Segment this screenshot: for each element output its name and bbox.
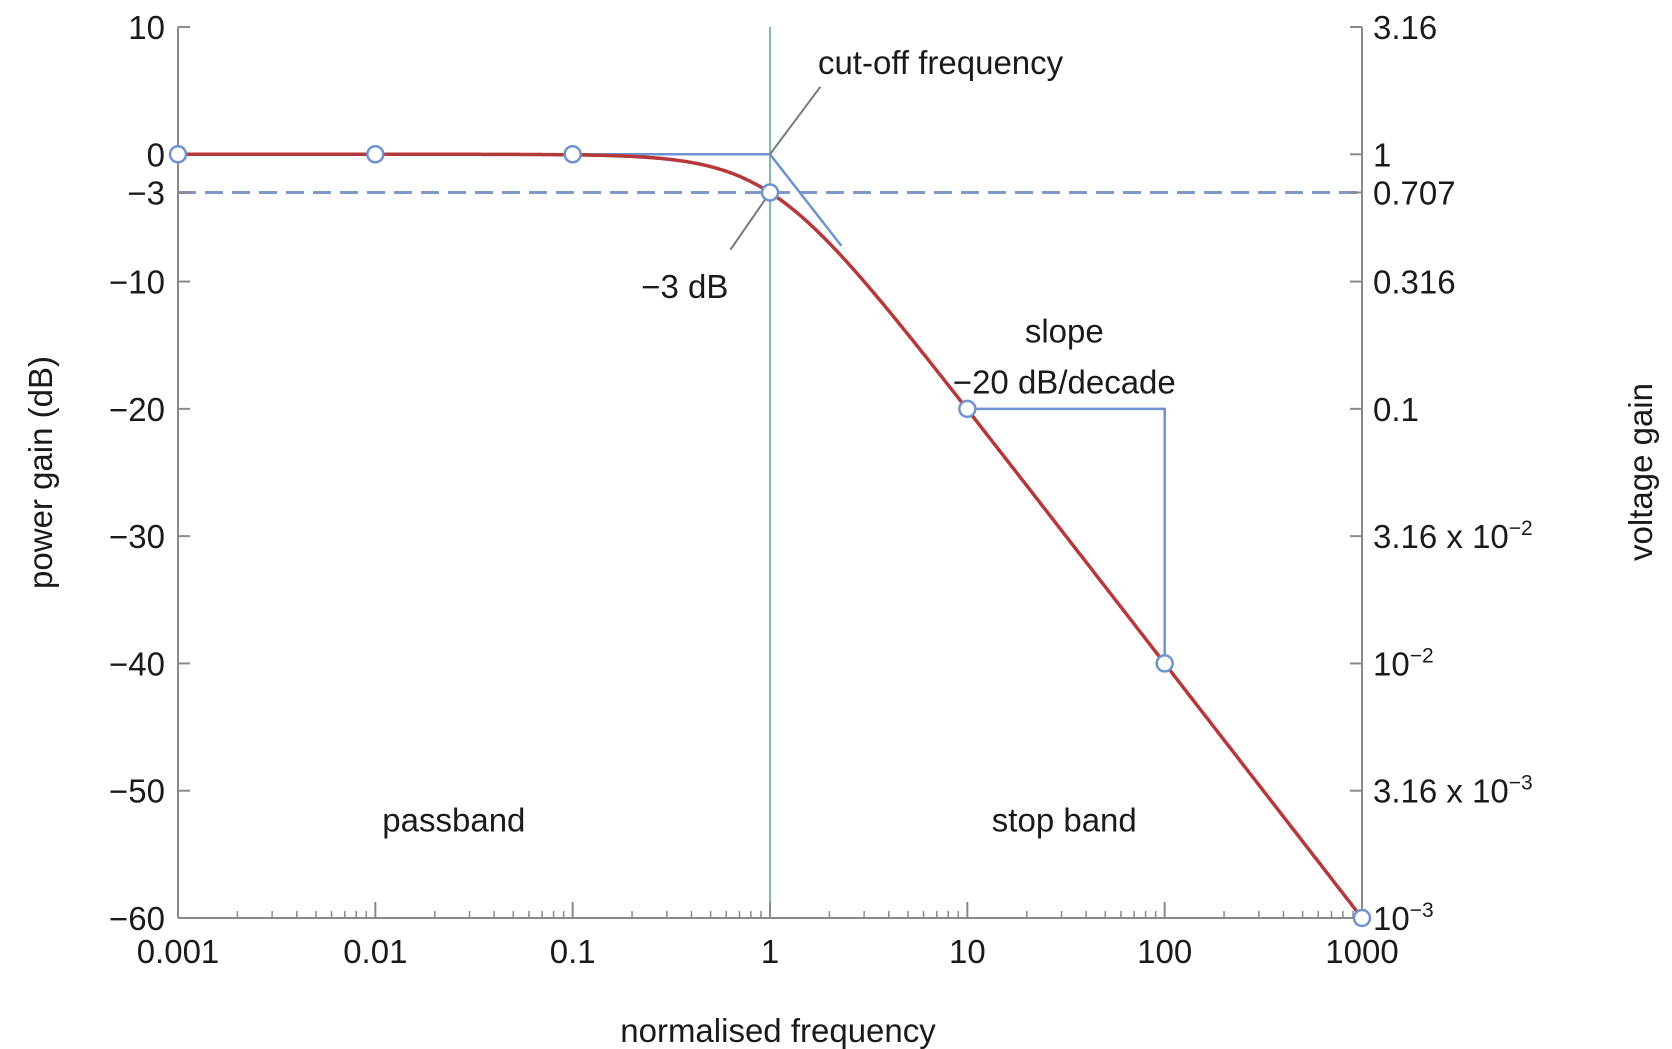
y-tick-label: −60 xyxy=(109,900,165,937)
data-point-marker xyxy=(958,399,977,419)
x-axis-title: normalised frequency xyxy=(620,1012,936,1049)
y2-tick-label: 0.1 xyxy=(1373,391,1419,428)
asymptote-line xyxy=(572,153,843,247)
x-tick-label: 1 xyxy=(761,933,779,970)
y-tick-label: −50 xyxy=(109,773,165,810)
y-tick-label: −40 xyxy=(109,645,165,682)
slope-value-label: −20 dB/decade xyxy=(953,364,1176,401)
y-tick-label: −10 xyxy=(109,264,165,301)
text-group: 0.001 0.01 0.1 1 10 100 1000100−3−10−20−30−40−… xyxy=(22,9,1659,1049)
y2-tick-label: 10−3 xyxy=(1373,899,1434,937)
x-tick-label: 10 xyxy=(949,933,986,970)
y2-axis-title: voltage gain xyxy=(1622,383,1659,561)
guide-lines xyxy=(572,86,1166,664)
y-tick-label: 0 xyxy=(147,136,165,173)
marker-group xyxy=(168,145,1372,928)
x-tick-label: 1000 xyxy=(1325,933,1398,970)
y-tick-label: −3 xyxy=(127,174,165,211)
stopband-label: stop band xyxy=(992,801,1137,838)
y-tick-label: −30 xyxy=(109,518,165,555)
slope-label: slope xyxy=(1025,313,1104,350)
leader-line xyxy=(769,86,822,155)
y2-tick-label: 10−2 xyxy=(1373,644,1434,682)
data-point-marker xyxy=(760,183,780,202)
y2-tick-label: 0.316 xyxy=(1373,264,1456,301)
x-tick-label: 0.001 xyxy=(137,933,220,970)
data-point-marker xyxy=(168,145,188,164)
y2-tick-label: 3.16 xyxy=(1373,9,1437,46)
data-point-marker xyxy=(1155,654,1174,673)
y2-tick-label: 3.16 x 10−2 xyxy=(1373,517,1533,555)
y2-tick-label: 3.16 x 10−3 xyxy=(1373,772,1533,810)
passband-label: passband xyxy=(382,801,525,838)
axes xyxy=(177,26,1363,919)
data-point-marker xyxy=(366,145,385,164)
y-tick-label: −20 xyxy=(109,391,165,428)
reference-lines xyxy=(178,27,1362,918)
data-point-marker xyxy=(563,145,582,164)
leader-line xyxy=(729,191,771,251)
data-point-marker xyxy=(1352,908,1372,928)
x-tick-label: 100 xyxy=(1137,933,1192,970)
y-tick-label: 10 xyxy=(128,9,165,46)
x-tick-label: 0.1 xyxy=(550,933,596,970)
minus3db-label: −3 dB xyxy=(641,268,728,305)
slope-triangle xyxy=(967,407,1166,664)
y-axis-title: power gain (dB) xyxy=(22,356,59,589)
x-tick-label: 0.01 xyxy=(343,933,407,970)
cutoff-frequency-label: cut-off frequency xyxy=(818,44,1064,81)
y2-tick-label: 1 xyxy=(1373,136,1391,173)
y2-tick-label: 0.707 xyxy=(1373,174,1456,211)
